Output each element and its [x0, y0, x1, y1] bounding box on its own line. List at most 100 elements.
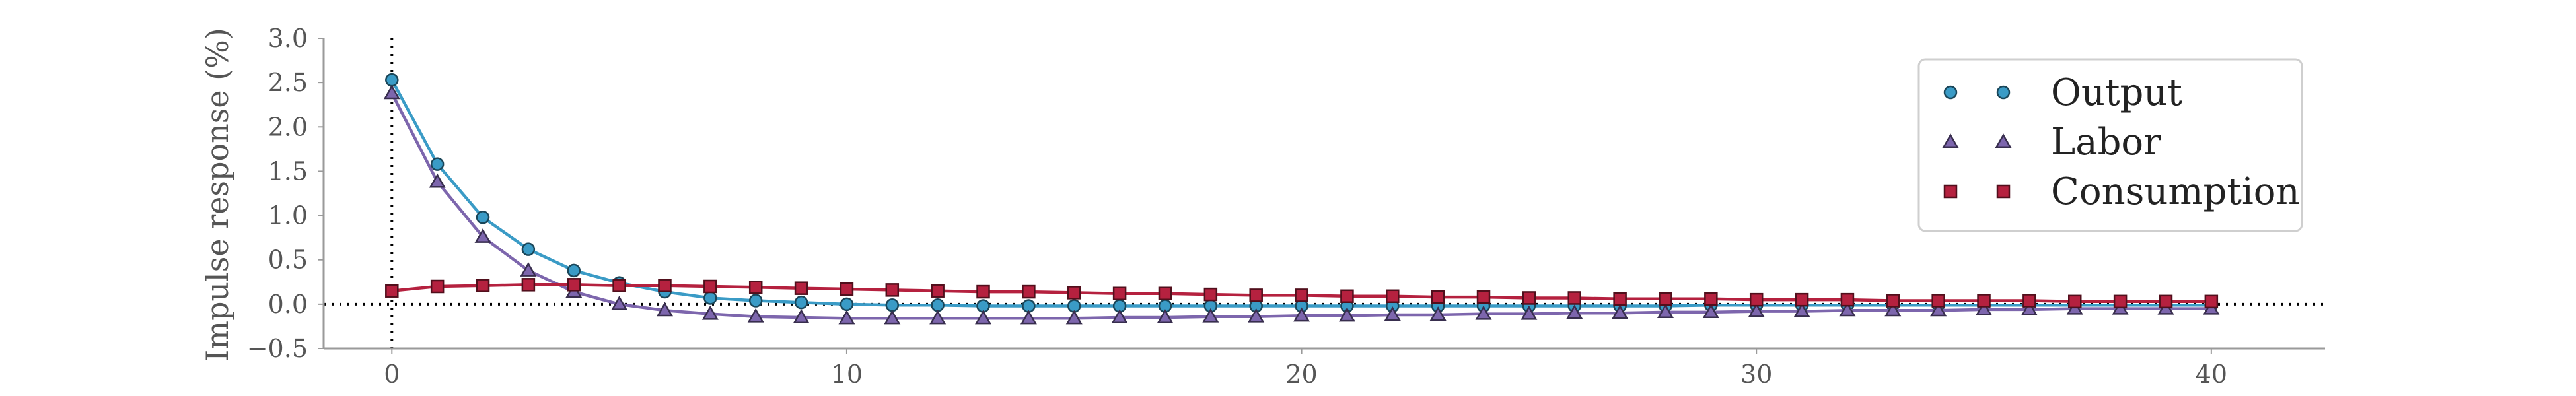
- data-point-consumption: [1567, 291, 1581, 305]
- data-point-consumption: [2204, 294, 2219, 309]
- data-point-labor: [793, 309, 810, 324]
- data-point-consumption: [976, 284, 990, 299]
- data-point-consumption: [1886, 294, 1900, 308]
- x-tick-label: 20: [1285, 360, 1317, 389]
- data-point-labor: [1157, 309, 1174, 324]
- legend-marker-labor: [1995, 133, 2012, 148]
- data-point-consumption: [748, 280, 763, 294]
- data-point-consumption: [1112, 286, 1127, 300]
- x-tick-label: 40: [2196, 360, 2227, 389]
- x-tick-label: 10: [831, 360, 863, 389]
- data-point-consumption: [476, 279, 490, 292]
- data-point-output: [476, 211, 490, 224]
- data-point-labor: [656, 302, 673, 317]
- series-labor: [383, 84, 2220, 325]
- data-point-consumption: [1295, 288, 1308, 302]
- data-point-consumption: [1522, 291, 1536, 305]
- data-point-labor: [1111, 309, 1128, 324]
- data-point-output: [794, 295, 808, 310]
- data-point-labor: [1612, 304, 1629, 319]
- data-point-labor: [1293, 307, 1310, 322]
- y-tick-label: 3.0: [268, 24, 308, 53]
- legend-marker-output: [1943, 85, 1958, 100]
- legend-label-output: Output: [2051, 71, 2182, 114]
- data-point-labor: [1884, 302, 1902, 317]
- data-point-consumption: [1749, 292, 1764, 307]
- y-tick-label: 0.5: [268, 246, 308, 275]
- y-tick-label: 2.0: [268, 112, 308, 141]
- data-point-consumption: [931, 284, 945, 298]
- data-point-consumption: [385, 284, 399, 298]
- data-point-output: [521, 242, 536, 256]
- data-point-labor: [429, 173, 446, 188]
- data-point-consumption: [1795, 292, 1809, 307]
- data-point-output: [748, 294, 763, 308]
- data-point-consumption: [885, 283, 900, 297]
- data-point-labor: [1338, 307, 1355, 322]
- data-point-consumption: [1067, 286, 1081, 300]
- data-point-consumption: [840, 282, 854, 296]
- y-tick-label: −0.5: [247, 334, 308, 363]
- y-tick-label: 1.0: [268, 201, 308, 230]
- data-point-labor: [838, 310, 855, 325]
- data-point-labor: [884, 310, 901, 325]
- data-point-consumption: [1977, 294, 1991, 308]
- data-point-consumption: [1386, 289, 1400, 304]
- series-layer: [383, 73, 2220, 325]
- data-point-output: [840, 297, 854, 312]
- data-point-consumption: [1659, 292, 1672, 306]
- data-point-consumption: [521, 278, 536, 292]
- data-point-labor: [1384, 306, 1401, 321]
- data-point-consumption: [612, 279, 626, 292]
- data-point-output: [885, 298, 900, 312]
- data-point-consumption: [1203, 287, 1218, 302]
- legend-marker-consumption: [1996, 184, 2011, 199]
- data-point-labor: [1020, 310, 1037, 325]
- series-consumption: [385, 278, 2219, 309]
- data-point-labor: [1702, 304, 1719, 318]
- data-point-labor: [1202, 308, 1219, 323]
- legend-box: [1917, 58, 2303, 232]
- y-axis-title: Impulse response (%): [199, 28, 235, 362]
- legend-marker-labor: [1942, 133, 1959, 148]
- data-point-labor: [520, 261, 537, 277]
- data-point-consumption: [1840, 292, 1855, 307]
- x-tick-label: 0: [384, 360, 400, 389]
- data-point-consumption: [2159, 294, 2173, 309]
- reference-lines: [324, 38, 2325, 348]
- data-point-consumption: [1931, 294, 1945, 308]
- axes: −0.5 0.0 0.5 1.0 1.5 2.0 2.5 3.0 0 10 20 30 40: [247, 24, 2325, 389]
- data-point-labor: [611, 295, 628, 310]
- data-point-output: [430, 157, 445, 171]
- data-point-consumption: [1704, 292, 1718, 306]
- data-point-consumption: [1613, 292, 1627, 306]
- data-point-consumption: [1158, 286, 1172, 300]
- data-point-consumption: [703, 279, 717, 294]
- data-point-labor: [747, 308, 764, 323]
- x-tick-label: 30: [1740, 360, 1772, 389]
- legend-marker-consumption: [1943, 184, 1958, 199]
- data-point-consumption: [794, 281, 808, 295]
- data-point-labor: [1839, 302, 1856, 317]
- data-point-labor: [2021, 301, 2038, 315]
- data-point-output: [703, 291, 717, 305]
- data-point-consumption: [1022, 284, 1036, 299]
- data-point-labor: [1976, 301, 1993, 315]
- data-point-labor: [1748, 302, 1765, 317]
- data-point-labor: [474, 228, 491, 243]
- data-point-consumption: [567, 278, 581, 292]
- legend: Output Labor Consumption: [1917, 58, 2303, 232]
- data-point-labor: [1793, 302, 1810, 317]
- data-point-labor: [1429, 306, 1447, 321]
- data-point-consumption: [2068, 294, 2082, 309]
- data-point-labor: [929, 310, 947, 325]
- legend-label-labor: Labor: [2051, 121, 2161, 164]
- data-point-consumption: [1340, 289, 1354, 304]
- data-point-labor: [383, 84, 400, 100]
- data-point-output: [567, 263, 581, 278]
- data-point-consumption: [1431, 290, 1445, 304]
- legend-marker-output: [1996, 85, 2011, 100]
- data-point-consumption: [2022, 294, 2036, 308]
- data-point-consumption: [2113, 294, 2128, 309]
